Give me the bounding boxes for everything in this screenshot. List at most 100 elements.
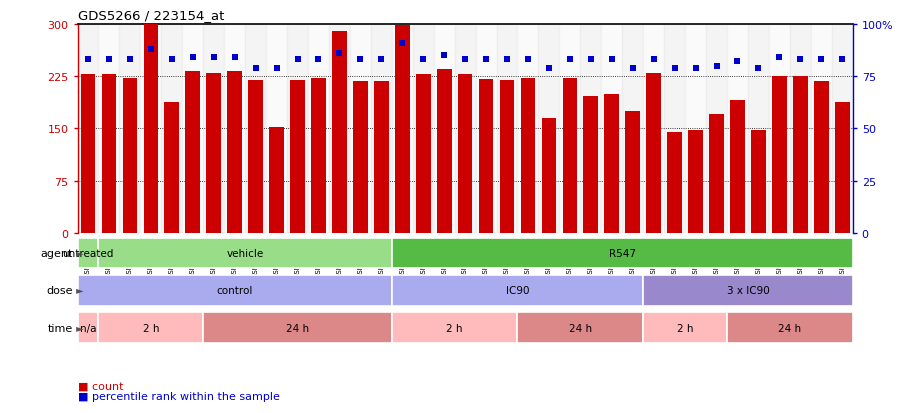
Text: ►: ► bbox=[73, 249, 84, 259]
Bar bbox=[143, 25, 158, 233]
Point bbox=[122, 57, 137, 64]
Bar bbox=[642, 25, 663, 233]
Bar bbox=[227, 72, 241, 233]
Text: GDS5266 / 223154_at: GDS5266 / 223154_at bbox=[77, 9, 223, 22]
Bar bbox=[579, 25, 600, 233]
Point bbox=[101, 57, 116, 64]
Bar bbox=[353, 82, 367, 233]
Bar bbox=[266, 25, 287, 233]
Point bbox=[143, 47, 158, 53]
Text: 2 h: 2 h bbox=[445, 323, 463, 333]
Text: 24 h: 24 h bbox=[286, 323, 309, 333]
Bar bbox=[206, 74, 220, 233]
Bar bbox=[203, 313, 392, 343]
Bar bbox=[308, 25, 329, 233]
Bar bbox=[119, 25, 140, 233]
Bar bbox=[537, 25, 558, 233]
Bar bbox=[709, 115, 723, 233]
Bar bbox=[122, 79, 137, 233]
Text: dose: dose bbox=[46, 286, 73, 296]
Bar bbox=[245, 25, 266, 233]
Bar bbox=[371, 25, 392, 233]
Text: 2 h: 2 h bbox=[142, 323, 159, 333]
Bar bbox=[332, 32, 346, 233]
Bar bbox=[329, 25, 350, 233]
Bar bbox=[98, 25, 119, 233]
Bar bbox=[374, 82, 388, 233]
Bar bbox=[834, 103, 849, 233]
Text: ►: ► bbox=[73, 286, 84, 296]
Point bbox=[625, 65, 640, 72]
Bar bbox=[646, 74, 660, 233]
Point bbox=[646, 57, 660, 64]
Point bbox=[311, 57, 325, 64]
Bar bbox=[434, 25, 455, 233]
Bar bbox=[392, 25, 413, 233]
Bar bbox=[814, 82, 828, 233]
Bar bbox=[203, 25, 224, 233]
Bar bbox=[621, 25, 642, 233]
Point bbox=[751, 65, 765, 72]
Bar bbox=[663, 25, 684, 233]
Bar bbox=[475, 25, 496, 233]
Bar bbox=[642, 275, 852, 306]
Point bbox=[541, 65, 556, 72]
Bar bbox=[684, 25, 705, 233]
Point bbox=[415, 57, 430, 64]
Point bbox=[332, 51, 346, 57]
Bar bbox=[541, 119, 556, 233]
Bar bbox=[583, 96, 598, 233]
Text: ►: ► bbox=[73, 323, 84, 333]
Point bbox=[793, 57, 807, 64]
Point bbox=[583, 57, 598, 64]
Bar bbox=[413, 25, 434, 233]
Bar bbox=[768, 25, 789, 233]
Point bbox=[394, 40, 409, 47]
Point bbox=[688, 65, 702, 72]
Text: IC90: IC90 bbox=[506, 286, 528, 296]
Bar bbox=[140, 25, 161, 233]
Bar bbox=[287, 25, 308, 233]
Point bbox=[499, 57, 514, 64]
Bar bbox=[751, 131, 765, 233]
Bar bbox=[600, 25, 621, 233]
Point bbox=[164, 57, 179, 64]
Bar bbox=[455, 25, 475, 233]
Bar bbox=[182, 25, 203, 233]
Text: 2 h: 2 h bbox=[676, 323, 692, 333]
Bar bbox=[80, 75, 96, 233]
Point bbox=[290, 57, 304, 64]
Bar bbox=[705, 25, 726, 233]
Bar bbox=[517, 25, 537, 233]
Bar bbox=[499, 81, 514, 233]
Bar bbox=[224, 25, 245, 233]
Text: n/a: n/a bbox=[79, 323, 97, 333]
Bar bbox=[161, 25, 182, 233]
Point bbox=[478, 57, 493, 64]
Point bbox=[604, 57, 619, 64]
Bar bbox=[457, 75, 472, 233]
Bar bbox=[269, 128, 283, 233]
Point bbox=[269, 65, 283, 72]
Text: R547: R547 bbox=[608, 249, 635, 259]
Point bbox=[709, 63, 723, 70]
Text: untreated: untreated bbox=[62, 249, 114, 259]
Point bbox=[80, 57, 95, 64]
Point bbox=[374, 57, 388, 64]
Bar bbox=[625, 112, 640, 233]
Point bbox=[814, 57, 828, 64]
Text: ■ count: ■ count bbox=[77, 381, 123, 391]
Point bbox=[730, 59, 744, 66]
Bar bbox=[101, 75, 117, 233]
Bar bbox=[726, 313, 852, 343]
Bar bbox=[392, 238, 852, 269]
Bar bbox=[248, 81, 262, 233]
Bar bbox=[520, 78, 535, 233]
Bar bbox=[793, 77, 807, 233]
Bar bbox=[730, 101, 744, 233]
Bar bbox=[789, 25, 810, 233]
Point bbox=[206, 55, 220, 62]
Bar bbox=[98, 313, 203, 343]
Bar bbox=[726, 25, 747, 233]
Point bbox=[457, 57, 472, 64]
